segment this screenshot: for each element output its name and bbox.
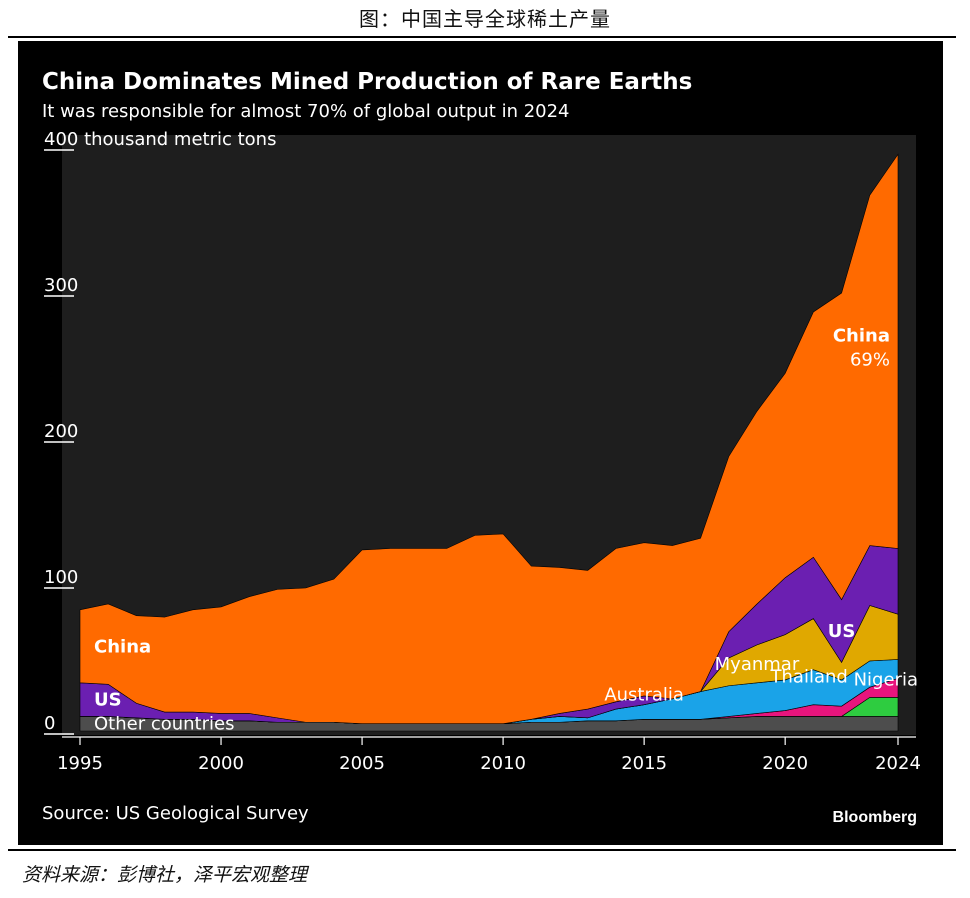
- page-caption: 图：中国主导全球稀土产量: [359, 7, 611, 31]
- annotation-myanmar: Myanmar: [715, 654, 800, 675]
- annotation-china: China: [833, 325, 890, 346]
- y-tick-label: 200: [44, 421, 78, 442]
- annotation-69-: 69%: [850, 349, 890, 370]
- chart-panel: China Dominates Mined Production of Rare…: [18, 41, 943, 845]
- annotation-other-countries: Other countries: [94, 714, 234, 735]
- y-tick-label: 0: [44, 713, 55, 734]
- page-footnote: 资料来源：彭博社，泽平宏观整理: [22, 864, 308, 886]
- annotation-china: China: [94, 636, 151, 657]
- annotation-thailand: Thailand: [770, 666, 848, 687]
- x-tick-label: 2010: [480, 753, 526, 774]
- bloomberg-logo: Bloomberg: [832, 809, 917, 826]
- y-tick-label: 100: [44, 567, 78, 588]
- annotation-australia: Australia: [604, 685, 684, 706]
- annotation-us: US: [828, 621, 856, 642]
- x-tick-label: 2015: [621, 753, 667, 774]
- x-tick-label: 2005: [339, 753, 385, 774]
- y-tick-label: 400 thousand metric tons: [44, 129, 276, 150]
- top-rule: [8, 36, 956, 38]
- annotation-nigeria: Nigeria: [854, 669, 918, 690]
- y-tick-label: 300: [44, 275, 78, 296]
- chart-title: China Dominates Mined Production of Rare…: [42, 69, 693, 95]
- chart-svg: 0 100 200 300 400 thousand metric tons 1995 20…: [44, 129, 921, 774]
- x-tick-label: 2024: [875, 753, 921, 774]
- x-tick-label: 2020: [762, 753, 808, 774]
- bottom-rule: [8, 849, 956, 851]
- x-tick-label: 2000: [198, 753, 244, 774]
- annotation-us: US: [94, 690, 122, 711]
- area-china: [79, 153, 899, 724]
- x-tick-label: 1995: [57, 753, 103, 774]
- chart-source: Source: US Geological Survey: [42, 803, 309, 824]
- chart-subtitle: It was responsible for almost 70% of glo…: [42, 101, 570, 122]
